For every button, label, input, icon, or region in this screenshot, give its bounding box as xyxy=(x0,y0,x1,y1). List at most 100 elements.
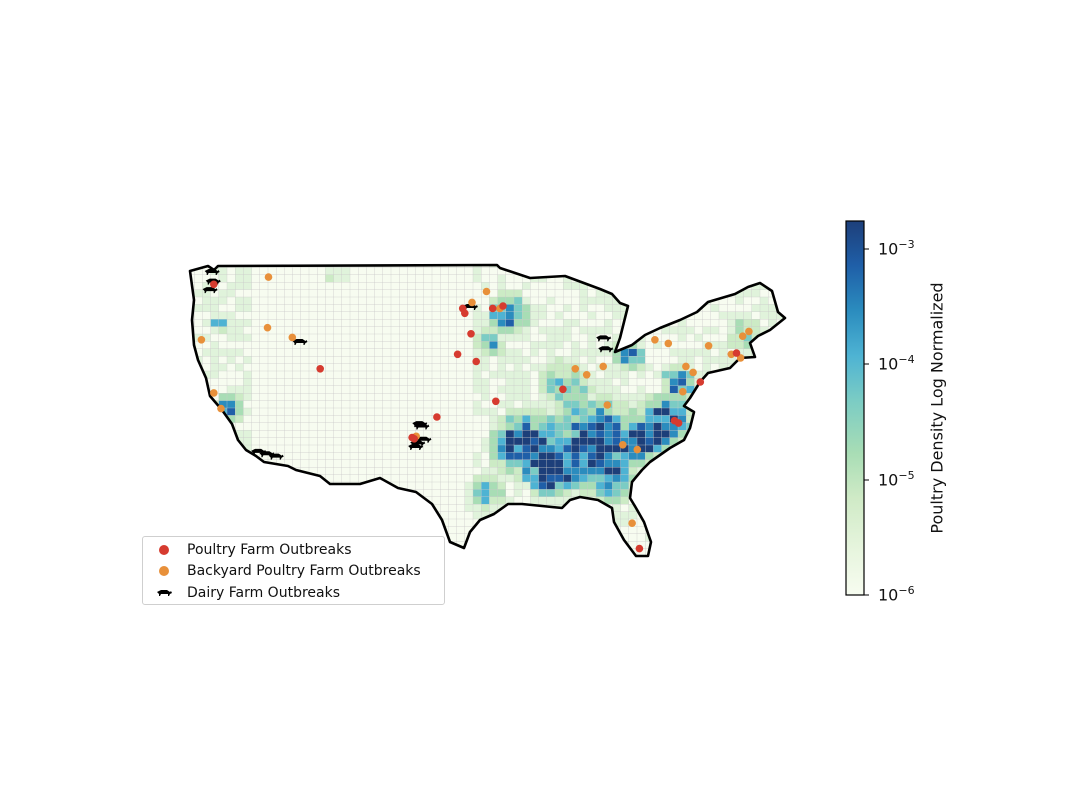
county-cell xyxy=(317,356,326,364)
county-cell xyxy=(636,370,646,379)
county-cell xyxy=(563,333,572,342)
county-cell xyxy=(571,296,580,305)
county-cell xyxy=(226,370,236,379)
county-cell xyxy=(276,511,285,520)
county-cell xyxy=(686,518,695,527)
county-cell xyxy=(554,296,564,305)
county-cell xyxy=(554,474,564,483)
county-cell xyxy=(628,393,638,401)
county-cell xyxy=(513,348,523,357)
county-cell xyxy=(431,296,441,305)
county-cell xyxy=(661,526,671,535)
county-cell xyxy=(776,289,785,298)
county-cell xyxy=(653,393,662,401)
county-cell xyxy=(718,265,728,268)
county-cell xyxy=(284,282,293,290)
county-cell xyxy=(538,548,548,556)
county-cell xyxy=(390,267,400,276)
county-cell xyxy=(513,422,523,431)
county-cell xyxy=(448,430,457,438)
county-cell xyxy=(259,363,269,372)
county-cell xyxy=(776,265,785,268)
county-cell xyxy=(431,356,441,364)
county-cell xyxy=(382,511,392,520)
county-cell xyxy=(505,437,515,446)
county-cell xyxy=(382,518,392,527)
county-cell xyxy=(694,504,703,512)
county-cell xyxy=(276,348,285,357)
county-cell xyxy=(284,489,293,498)
county-cell xyxy=(751,452,761,461)
county-cell xyxy=(190,511,195,520)
county-cell xyxy=(694,319,703,327)
county-cell xyxy=(776,504,785,512)
county-cell xyxy=(669,282,679,290)
county-cell xyxy=(341,304,351,313)
county-cell xyxy=(538,555,548,556)
county-cell xyxy=(456,526,466,535)
county-cell xyxy=(579,289,589,298)
county-cell xyxy=(267,289,277,298)
county-cell xyxy=(407,452,416,461)
county-cell xyxy=(284,496,293,505)
county-cell xyxy=(358,422,367,431)
county-cell xyxy=(276,282,285,290)
county-cell xyxy=(333,496,343,505)
county-cell xyxy=(579,341,589,350)
county-cell xyxy=(554,548,564,556)
county-cell xyxy=(718,415,728,424)
county-cell xyxy=(448,481,457,490)
county-cell xyxy=(522,526,531,535)
county-cell xyxy=(382,319,392,327)
county-cell xyxy=(251,311,261,320)
county-cell xyxy=(718,341,728,350)
county-cell xyxy=(325,459,334,468)
county-cell xyxy=(595,422,605,431)
county-cell xyxy=(276,333,285,342)
county-cell xyxy=(776,363,785,372)
county-cell xyxy=(259,378,269,387)
county-cell xyxy=(579,555,589,556)
county-cell xyxy=(538,452,548,461)
county-cell xyxy=(317,378,326,387)
county-cell xyxy=(595,474,605,483)
county-cell xyxy=(317,481,326,490)
county-cell xyxy=(349,348,359,357)
county-cell xyxy=(333,407,343,416)
county-cell xyxy=(768,467,777,475)
county-cell xyxy=(276,444,285,453)
county-cell xyxy=(202,459,211,468)
county-cell xyxy=(472,548,482,556)
county-cell xyxy=(292,274,302,283)
county-cell xyxy=(710,511,720,520)
county-cell xyxy=(563,348,572,357)
county-cell xyxy=(677,496,687,505)
county-cell xyxy=(226,378,236,387)
county-cell xyxy=(456,341,466,350)
county-cell xyxy=(399,289,408,298)
county-cell xyxy=(530,555,539,556)
county-cell xyxy=(505,363,515,372)
county-cell xyxy=(710,265,720,268)
county-cell xyxy=(292,415,302,424)
county-cell xyxy=(284,378,293,387)
county-cell xyxy=(194,437,203,446)
county-cell xyxy=(645,289,654,298)
county-cell xyxy=(358,467,367,475)
county-cell xyxy=(481,363,490,372)
county-cell xyxy=(587,548,597,556)
county-cell xyxy=(235,341,244,350)
county-cell xyxy=(587,437,597,446)
county-cell xyxy=(456,518,466,527)
county-cell xyxy=(284,430,293,438)
county-cell xyxy=(374,444,384,453)
county-cell xyxy=(571,333,580,342)
county-cell xyxy=(636,437,646,446)
county-cell xyxy=(710,467,720,475)
county-cell xyxy=(259,311,269,320)
county-cell xyxy=(579,311,589,320)
county-cell xyxy=(210,333,220,342)
county-cell xyxy=(768,407,777,416)
county-cell xyxy=(267,333,277,342)
county-cell xyxy=(513,504,523,512)
